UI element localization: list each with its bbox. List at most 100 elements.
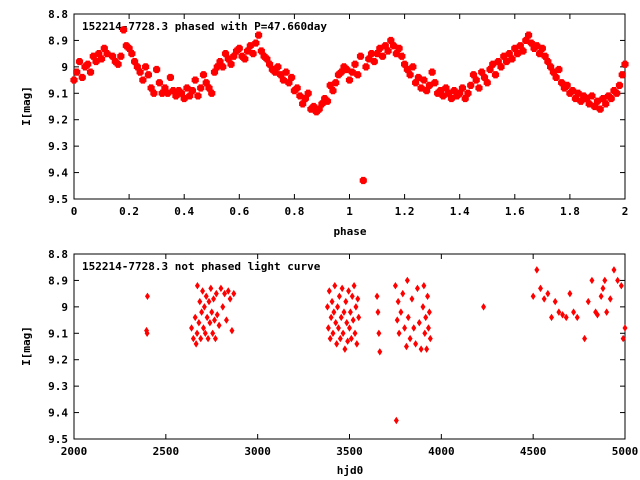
x-axis-label: hjd0 — [337, 464, 364, 477]
data-point — [139, 76, 147, 84]
data-point — [483, 79, 491, 87]
data-point — [552, 297, 558, 306]
data-point — [327, 334, 333, 343]
data-point — [418, 345, 424, 353]
x-tick-label: 2 — [622, 205, 629, 218]
y-tick-label: 9.4 — [48, 407, 68, 420]
data-point — [615, 81, 624, 89]
data-point — [374, 292, 380, 301]
data-point — [202, 329, 208, 338]
data-point — [489, 60, 497, 68]
data-point — [541, 295, 547, 303]
data-point — [423, 87, 431, 95]
data-point — [577, 97, 585, 105]
data-point — [180, 94, 188, 103]
data-point — [97, 55, 106, 63]
x-tick-label: 0.2 — [119, 205, 139, 218]
data-point — [346, 287, 352, 295]
data-point — [582, 334, 588, 343]
x-tick-label: 0.6 — [229, 205, 249, 218]
data-point — [428, 68, 436, 76]
data-point — [324, 303, 330, 311]
data-point — [172, 92, 180, 100]
data-point — [216, 321, 222, 330]
data-point — [223, 316, 229, 324]
y-tick-label: 9.4 — [48, 167, 68, 180]
data-point — [333, 318, 339, 327]
data-point — [423, 313, 429, 322]
data-point — [425, 324, 431, 332]
data-point — [615, 276, 621, 285]
data-point — [589, 276, 595, 285]
data-points — [70, 26, 629, 185]
data-point — [467, 81, 475, 89]
data-point — [420, 303, 426, 311]
data-point — [198, 334, 204, 343]
data-point — [404, 276, 410, 285]
data-point — [354, 340, 360, 348]
x-axis-label: phase — [333, 225, 366, 238]
data-point — [150, 89, 158, 97]
data-point — [362, 63, 370, 71]
data-point — [301, 94, 310, 103]
data-point — [204, 313, 210, 322]
data-point — [345, 337, 351, 345]
data-point — [458, 84, 467, 92]
data-point — [395, 297, 401, 306]
x-tick-label: 1.2 — [395, 205, 415, 218]
data-point — [136, 68, 144, 76]
data-point — [325, 324, 331, 332]
data-point — [194, 329, 200, 338]
data-point — [166, 73, 175, 82]
data-point — [622, 324, 628, 332]
data-point — [620, 334, 626, 343]
data-point — [356, 52, 365, 60]
y-ticks: 8.8 8.9 9 9.1 9.2 9.3 9.4 9.5 — [48, 248, 625, 446]
data-point — [315, 105, 323, 113]
data-point — [552, 73, 560, 82]
data-point — [461, 94, 469, 103]
data-point — [524, 31, 533, 39]
data-point — [530, 292, 536, 301]
data-point — [396, 329, 402, 338]
data-point — [335, 324, 341, 332]
data-point — [613, 89, 621, 97]
data-point — [219, 63, 227, 71]
data-point — [353, 303, 359, 311]
data-point — [201, 324, 206, 332]
data-point — [588, 92, 596, 100]
data-point — [193, 340, 199, 348]
data-point — [405, 313, 411, 322]
data-point — [424, 345, 430, 353]
data-point — [611, 266, 617, 274]
y-tick-label: 8.8 — [48, 8, 68, 21]
data-point — [227, 60, 235, 68]
data-point — [375, 308, 381, 316]
data-point — [538, 284, 543, 293]
data-point — [402, 324, 408, 332]
data-point — [252, 39, 260, 47]
data-point — [338, 313, 344, 322]
data-point — [409, 295, 415, 303]
data-point — [84, 60, 92, 68]
y-ticks: 8.8 8.9 9 9.1 9.2 9.3 9.4 9.5 — [48, 8, 625, 206]
x-tick-label: 1.4 — [450, 205, 470, 218]
data-point — [403, 342, 409, 351]
data-point — [376, 44, 384, 52]
data-point — [447, 94, 456, 103]
data-point — [199, 308, 205, 316]
data-point — [563, 81, 571, 89]
data-point — [538, 44, 546, 52]
data-point — [556, 308, 562, 316]
x-tick-label: 4500 — [520, 445, 547, 458]
data-point — [349, 292, 355, 301]
data-point — [621, 60, 629, 68]
x-tick-label: 2000 — [61, 445, 88, 458]
data-point — [332, 281, 338, 290]
data-point — [508, 55, 516, 63]
y-tick-label: 9.2 — [48, 354, 68, 367]
data-point — [618, 281, 624, 290]
data-point — [491, 71, 500, 79]
data-point — [464, 89, 472, 97]
